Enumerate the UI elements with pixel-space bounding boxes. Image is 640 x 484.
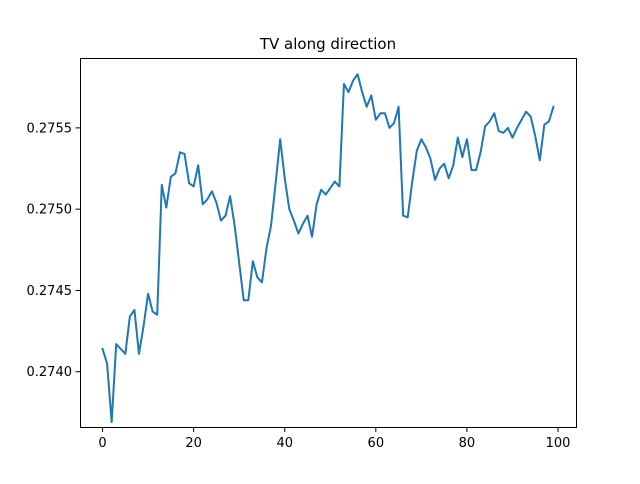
chart-title: TV along direction [259,35,396,53]
x-tick-label: 60 [368,436,385,451]
x-tick-label: 0 [98,436,106,451]
y-tick-label: 0.2740 [27,365,73,380]
x-tick-label: 40 [276,436,293,451]
series-line [101,73,555,424]
plot-area-frame [80,58,577,428]
y-tick-label: 0.2750 [27,203,73,218]
x-tick-label: 20 [185,436,202,451]
series-layer [101,73,555,424]
x-tick-label: 80 [459,436,476,451]
y-axis-ticks: 0.2740 0.2745 0.2750 0.2755 [27,121,81,380]
y-tick-label: 0.2755 [27,121,73,136]
x-axis-ticks: 0 20 40 60 80 100 [98,427,571,451]
y-tick-label: 0.2745 [27,284,73,299]
x-tick-label: 100 [546,436,571,451]
